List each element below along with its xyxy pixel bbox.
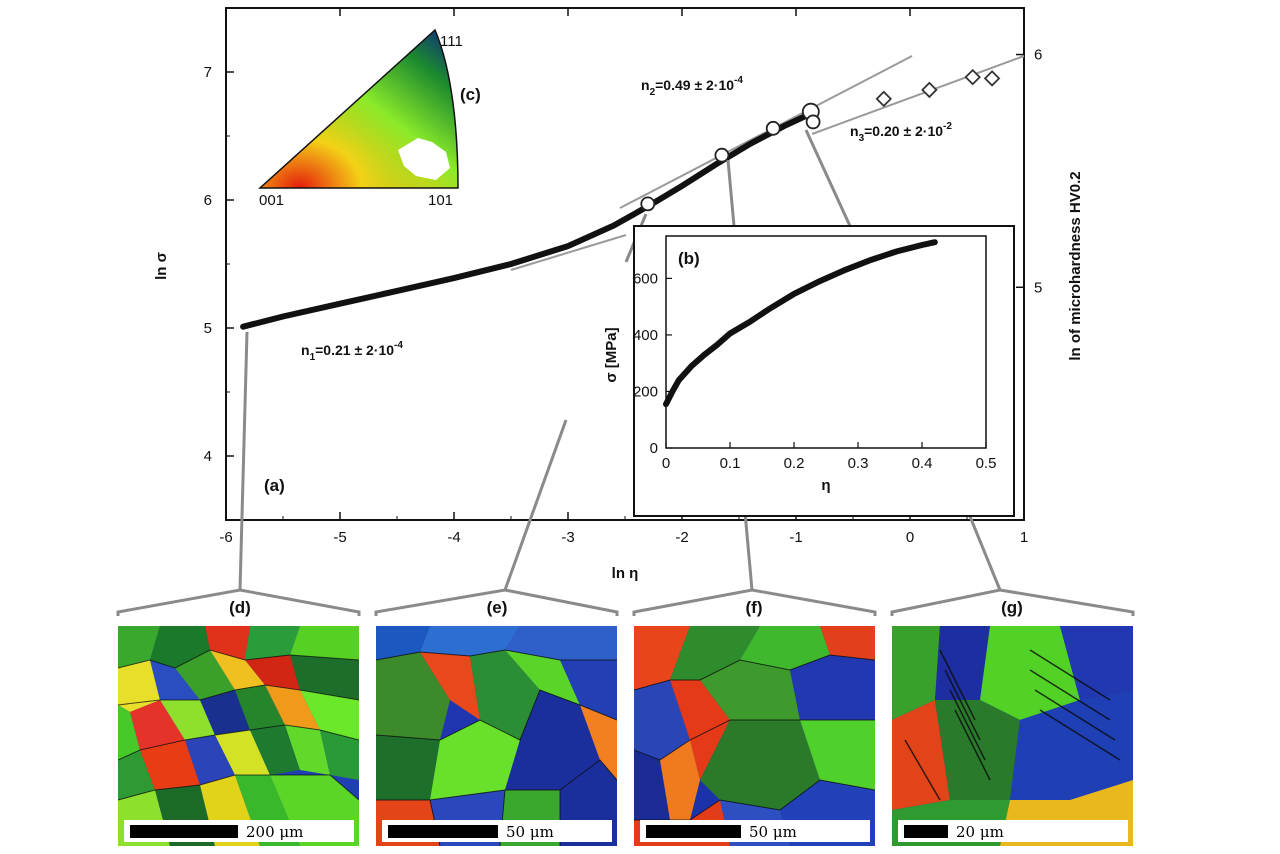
scalebar-f [646,825,741,838]
inset-b-tick-labels: 0 0.1 0.2 0.3 0.4 0.5 0 200 400 600 [633,270,996,472]
y-tick-label: 6 [204,192,212,209]
ipf-unindexed-patch [398,138,450,180]
panel-label-f: (f) [746,598,763,617]
inset-b-y-title: σ [MPa] [603,327,620,382]
ipf-corner-001: 001 [259,192,284,209]
inset-b-y-tick-label: 400 [633,327,658,344]
connector-lines [238,129,1002,591]
x-tick-label: -5 [333,529,346,546]
x-tick-label: -1 [789,529,802,546]
ipf-outline [258,28,459,189]
inset-b-x-tick-label: 0 [662,455,670,472]
y-axis-title: ln σ [153,252,170,280]
inset-b-y-tick-label: 0 [650,440,658,457]
inset-b-y-tick-label: 200 [633,383,658,400]
micrograph-e [376,626,617,846]
ipf-corner-101: 101 [428,192,453,209]
hardness-circle-point [640,196,656,212]
x-tick-label: 0 [906,529,914,546]
annotation-n1: n1=0.21 ± 2·10-4 [301,340,403,363]
annotation-n2: n2=0.49 ± 2·10-4 [641,75,743,98]
tensile-curve [240,111,813,330]
hardness-diamond-point [875,90,893,108]
hardness-diamond-point [983,70,1001,87]
inset-b-x-title: η [821,477,830,494]
scalebar-d-label: 200 μm [246,823,303,841]
inset-b-x-tick-label: 0.2 [784,455,805,472]
annotation-n3: n3=0.20 ± 2·10-2 [850,121,952,144]
x-tick-label: 1 [1020,529,1028,546]
inset-b-frame [665,235,987,449]
micrograph-g [892,626,1133,846]
micrograph-f [634,626,875,846]
hardness-diamond-point [921,81,938,99]
hardness-diamond-markers [875,68,1001,108]
inset-b-x-tick-label: 0.5 [976,455,997,472]
ipf-corner-111: 111 [440,33,463,50]
hardness-circle-point [765,120,781,136]
y-tick-label: 7 [204,64,212,81]
ipf-inset: 001 101 111 (c) [258,28,481,209]
main-tick-labels: -6 -5 -4 -3 -2 -1 0 1 4 5 6 7 5 6 [204,47,1043,546]
y2-tick-label: 6 [1034,47,1042,64]
x-tick-label: -6 [219,529,232,546]
inset-b-curve [663,239,938,408]
y-tick-label: 5 [204,320,212,337]
panel-label-e: (e) [487,598,508,617]
panel-label-c: (c) [460,85,481,104]
panel-label-b: (b) [678,249,700,268]
hardness-circle-point [714,147,730,163]
scalebar-d [130,825,238,838]
scalebar-e [388,825,498,838]
inset-b-x-tick-label: 0.4 [912,455,933,472]
panel-label-d: (d) [229,598,251,617]
inset-b-y-tick-label: 600 [633,270,658,287]
hardness-diamond-point [964,68,981,86]
fit-line-n2 [619,55,913,209]
inset-b-x-tick-label: 0.3 [848,455,869,472]
x-tick-label: -2 [675,529,688,546]
x-tick-label: -3 [561,529,574,546]
scalebar-g [904,825,948,838]
micrograph-brackets [116,588,1135,616]
hardness-circle-point [805,114,821,130]
y2-axis-title: ln of microhardness HV0.2 [1067,171,1084,360]
panel-label-g: (g) [1001,598,1023,617]
scalebar-g-box [898,820,1128,842]
inset-b-background [633,225,1015,517]
y-tick-label: 4 [204,448,212,465]
micrograph-d [118,626,359,846]
scalebar-g-label: 20 μm [956,823,1004,841]
scalebar-e-label: 50 μm [506,823,554,841]
scalebar-f-label: 50 μm [749,823,797,841]
x-tick-label: -4 [447,529,460,546]
fit-line-n1 [510,234,627,271]
x-axis-title: ln η [612,565,639,582]
fit-line-n3 [811,55,1025,135]
panel-label-a: (a) [264,476,285,495]
hardness-circle-markers [640,102,821,212]
inset-b-x-tick-label: 0.1 [720,455,741,472]
y2-tick-label: 5 [1034,279,1042,296]
